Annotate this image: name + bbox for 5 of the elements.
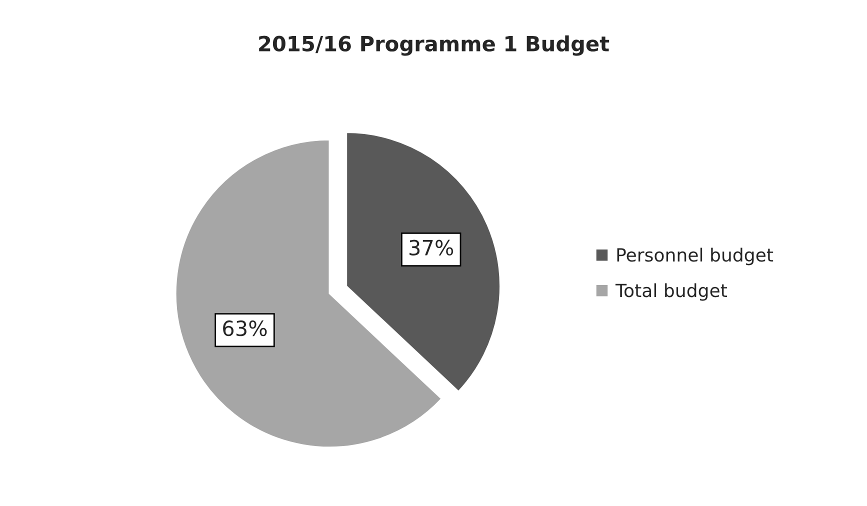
chart-title: 2015/16 Programme 1 Budget (259, 35, 610, 56)
data-label: 63% (223, 320, 267, 336)
legend-label: Personnel budget (617, 248, 774, 266)
data-label: 37% (410, 240, 454, 256)
legend-label: Total budget (615, 283, 728, 301)
